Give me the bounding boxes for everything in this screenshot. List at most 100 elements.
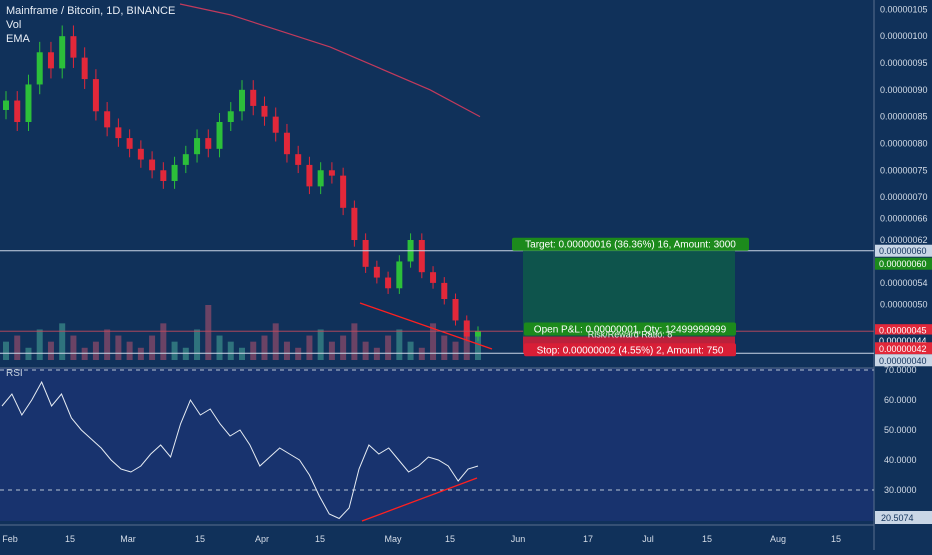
- candle-body: [373, 266, 380, 278]
- candle-body: [81, 57, 88, 80]
- candle-body: [137, 148, 144, 160]
- time-tick-label: 17: [583, 534, 593, 544]
- volume-bar: [227, 341, 234, 360]
- volume-bar: [70, 335, 77, 360]
- volume-bar: [272, 323, 279, 360]
- candle-body: [396, 261, 403, 289]
- candle-body: [104, 111, 111, 128]
- ema-layer: [179, 3, 493, 350]
- volume-bar: [137, 347, 144, 360]
- volume-bar: [59, 323, 66, 360]
- time-tick-label: Aug: [770, 534, 786, 544]
- rsi-trendline: [361, 477, 478, 522]
- rr-label: Risk/Reward Ratio: 8: [588, 330, 673, 340]
- badge-entry: 0.00000044: [879, 336, 927, 346]
- volume-bar: [182, 347, 189, 360]
- volume-bar: [81, 347, 88, 360]
- time-tick-label: Apr: [255, 534, 269, 544]
- stop-label-bg: [524, 343, 736, 357]
- volume-bar: [14, 335, 21, 360]
- time-tick-label: Mar: [120, 534, 136, 544]
- volume-bar: [306, 335, 313, 360]
- candles-layer: [3, 25, 481, 342]
- volume-bar: [25, 347, 32, 360]
- volume-bar: [149, 335, 156, 360]
- candle-body: [126, 138, 133, 149]
- vol-label: Vol: [6, 19, 22, 31]
- time-tick-label: 15: [315, 534, 325, 544]
- target-zone: [523, 250, 735, 337]
- time-tick-label: Jul: [642, 534, 654, 544]
- candle-body: [272, 116, 279, 133]
- volume-bar: [463, 329, 470, 360]
- price-axis-bg: [874, 0, 932, 550]
- candle-body: [306, 164, 313, 187]
- candle-body: [25, 84, 32, 122]
- price-tick-label: 0.00000050: [880, 299, 928, 309]
- volume-bar: [317, 329, 324, 360]
- volume-bar: [104, 329, 111, 360]
- volume-bar: [239, 347, 245, 360]
- time-tick-label: 15: [195, 534, 205, 544]
- candle-body: [385, 277, 392, 289]
- candle-body: [430, 272, 437, 283]
- rsi-layer: [0, 369, 874, 522]
- volume-bar: [295, 347, 302, 360]
- price-tick-label: 0.00000080: [880, 138, 928, 148]
- axis-layer: 0.00000105 0.00000100 0.00000095 0.00000090…: [2, 4, 932, 544]
- volume-bar: [441, 335, 448, 360]
- time-tick-label: Jun: [511, 534, 526, 544]
- candle-body: [216, 122, 223, 149]
- candle-body: [452, 299, 459, 321]
- open-label: Open P&L: 0.00000001, Qty: 12499999999: [534, 325, 727, 336]
- rsi-tick-label: 30.0000: [884, 485, 917, 495]
- open-label-bg: [524, 322, 736, 336]
- rsi-tick-label: 70.0000: [884, 365, 917, 375]
- symbol-title: Mainframe / Bitcoin, 1D, BINANCE: [6, 5, 176, 17]
- candle-body: [59, 36, 66, 69]
- rsi-tick-label: 60.0000: [884, 395, 917, 405]
- candle-body: [194, 138, 201, 155]
- candle-body: [283, 132, 290, 155]
- volume-bar: [283, 341, 290, 360]
- volume-bar: [92, 341, 99, 360]
- candle-body: [475, 331, 481, 337]
- badge-stop-bg: [875, 342, 932, 355]
- candle-body: [351, 207, 358, 240]
- volume-bar: [452, 341, 459, 360]
- candle-body: [92, 79, 99, 112]
- candle-body: [239, 89, 245, 112]
- price-tick-label: 0.00000075: [880, 165, 928, 175]
- price-tick-label: 0.00000105: [880, 4, 928, 14]
- badge-current-bg: [875, 324, 932, 337]
- candle-body: [317, 170, 324, 187]
- badge-target-line-bg: [875, 244, 932, 257]
- position-layer: Target: 0.00000016 (36.36%) 16, Amount: …: [0, 237, 874, 357]
- volume-bar: [362, 341, 369, 360]
- candle-body: [3, 100, 9, 110]
- volume-bar: [194, 329, 201, 360]
- volume-bar: [261, 335, 268, 360]
- price-tick-label: 0.00000066: [880, 214, 928, 224]
- rsi-pane-bg: [0, 368, 874, 521]
- candle-body: [250, 89, 257, 106]
- candle-body: [340, 175, 347, 208]
- rsi-tick-label: 40.0000: [884, 455, 917, 465]
- badge-target: 0.00000060: [879, 259, 927, 269]
- badge-stop-line-bg: [875, 354, 932, 367]
- price-tick-label: 0.00000054: [880, 278, 928, 288]
- price-tick-label: 0.00000090: [880, 85, 928, 95]
- time-tick-label: 15: [702, 534, 712, 544]
- volume-layer: [3, 305, 481, 360]
- price-tick-label: 0.00000095: [880, 58, 928, 68]
- volume-bar: [351, 323, 358, 360]
- volume-bar: [205, 305, 212, 360]
- volume-bar: [475, 335, 481, 360]
- volume-bar: [340, 335, 347, 360]
- candle-body: [70, 36, 77, 58]
- rsi-tick-label: 50.0000: [884, 425, 917, 435]
- candle-body: [328, 170, 335, 176]
- price-tick-label: 0.00000062: [880, 235, 928, 245]
